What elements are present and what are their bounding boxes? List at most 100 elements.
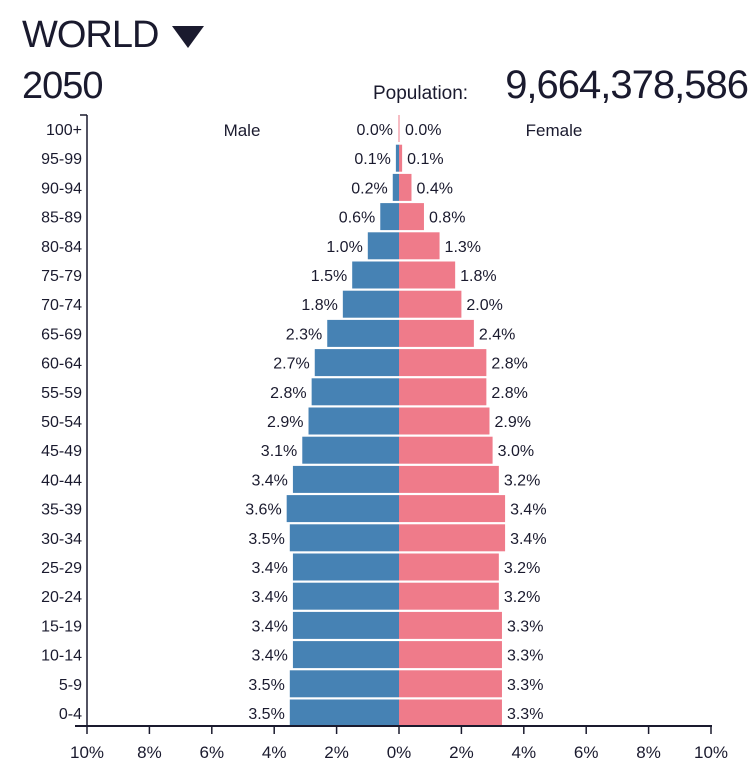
population-label: Population: <box>373 83 469 104</box>
dropdown-triangle-icon[interactable] <box>172 25 205 48</box>
male-value-label: 0.6% <box>339 210 375 227</box>
year-label: 2050 <box>22 65 104 107</box>
female-bar <box>399 407 490 435</box>
male-value-label: 3.5% <box>248 677 284 694</box>
female-value-label: 2.0% <box>466 297 502 314</box>
female-value-label: 3.3% <box>507 677 543 694</box>
age-group-label: 20-24 <box>41 589 82 606</box>
male-bar <box>352 261 399 289</box>
male-value-label: 2.8% <box>270 385 306 402</box>
female-value-label: 3.3% <box>507 618 543 635</box>
female-value-label: 2.9% <box>494 414 530 431</box>
male-value-label: 3.1% <box>261 443 297 460</box>
female-value-label: 3.2% <box>504 560 540 577</box>
female-value-label: 0.4% <box>416 180 452 197</box>
male-value-label: 1.0% <box>326 239 362 256</box>
female-value-label: 3.2% <box>504 472 540 489</box>
x-tick-label: 4% <box>262 743 287 762</box>
male-value-label: 0.1% <box>354 151 390 168</box>
female-bar <box>399 495 506 523</box>
male-bar <box>292 611 399 639</box>
male-value-label: 3.5% <box>248 706 284 723</box>
male-bar <box>342 290 399 318</box>
male-value-label: 1.5% <box>311 268 347 285</box>
male-value-label: 1.8% <box>301 297 337 314</box>
female-bar <box>399 261 456 289</box>
age-group-label: 100+ <box>46 122 82 139</box>
female-value-label: 3.4% <box>510 502 546 519</box>
male-bar <box>392 173 399 201</box>
male-value-label: 2.3% <box>286 326 322 343</box>
male-value-label: 3.6% <box>245 502 281 519</box>
male-bar <box>286 495 399 523</box>
female-bar <box>399 232 440 260</box>
male-bar <box>302 436 399 464</box>
female-value-label: 0.0% <box>405 122 441 139</box>
male-value-label: 3.4% <box>251 618 287 635</box>
female-bar <box>399 203 424 231</box>
male-bar <box>292 465 399 493</box>
x-tick-label: 8% <box>636 743 661 762</box>
female-bar <box>399 144 403 172</box>
population-value: 9,664,378,586 <box>505 63 749 107</box>
female-bar <box>399 553 499 581</box>
age-group-label: 25-29 <box>41 560 82 577</box>
age-group-label: 35-39 <box>41 502 82 519</box>
female-bar <box>399 290 462 318</box>
female-legend-label: Female <box>526 121 583 140</box>
female-value-label: 3.2% <box>504 589 540 606</box>
female-value-label: 3.3% <box>507 706 543 723</box>
region-selector[interactable]: WORLD <box>22 14 205 57</box>
male-bar <box>314 349 399 377</box>
female-bar <box>399 436 493 464</box>
female-bar <box>399 378 487 406</box>
female-value-label: 3.0% <box>498 443 534 460</box>
region-name: WORLD <box>22 14 159 56</box>
male-value-label: 3.4% <box>251 648 287 665</box>
male-value-label: 3.4% <box>251 472 287 489</box>
male-value-label: 2.9% <box>267 414 303 431</box>
male-bar <box>292 582 399 610</box>
male-bar <box>292 641 399 669</box>
female-bar <box>399 611 502 639</box>
female-value-label: 2.8% <box>491 356 527 373</box>
male-bar <box>367 232 399 260</box>
female-bar <box>399 173 412 201</box>
male-bar <box>289 670 399 698</box>
age-group-label: 55-59 <box>41 385 82 402</box>
female-bar <box>399 349 487 377</box>
male-bar <box>289 699 399 727</box>
female-value-label: 3.4% <box>510 531 546 548</box>
male-bar <box>308 407 399 435</box>
x-tick-label: 10% <box>694 743 728 762</box>
male-value-label: 0.2% <box>351 180 387 197</box>
male-bar <box>289 524 399 552</box>
male-value-label: 3.5% <box>248 531 284 548</box>
female-value-label: 3.3% <box>507 648 543 665</box>
female-value-label: 2.4% <box>479 326 515 343</box>
age-group-label: 95-99 <box>41 151 82 168</box>
age-group-label: 30-34 <box>41 531 82 548</box>
male-value-label: 3.4% <box>251 589 287 606</box>
age-group-label: 10-14 <box>41 648 82 665</box>
x-tick-label: 4% <box>512 743 537 762</box>
age-group-label: 65-69 <box>41 326 82 343</box>
male-bar <box>327 319 399 347</box>
age-group-label: 15-19 <box>41 618 82 635</box>
age-group-label: 5-9 <box>59 677 82 694</box>
male-bar <box>380 203 399 231</box>
female-bar <box>399 524 506 552</box>
age-group-label: 80-84 <box>41 239 82 256</box>
male-legend-label: Male <box>224 121 261 140</box>
female-bar <box>399 641 502 669</box>
age-group-label: 0-4 <box>59 706 82 723</box>
x-tick-label: 0% <box>387 743 412 762</box>
female-value-label: 0.1% <box>407 151 443 168</box>
female-bar <box>399 465 499 493</box>
female-value-label: 1.8% <box>460 268 496 285</box>
female-bar <box>399 319 474 347</box>
age-group-label: 50-54 <box>41 414 82 431</box>
x-tick-label: 2% <box>324 743 349 762</box>
male-bar <box>395 144 399 172</box>
